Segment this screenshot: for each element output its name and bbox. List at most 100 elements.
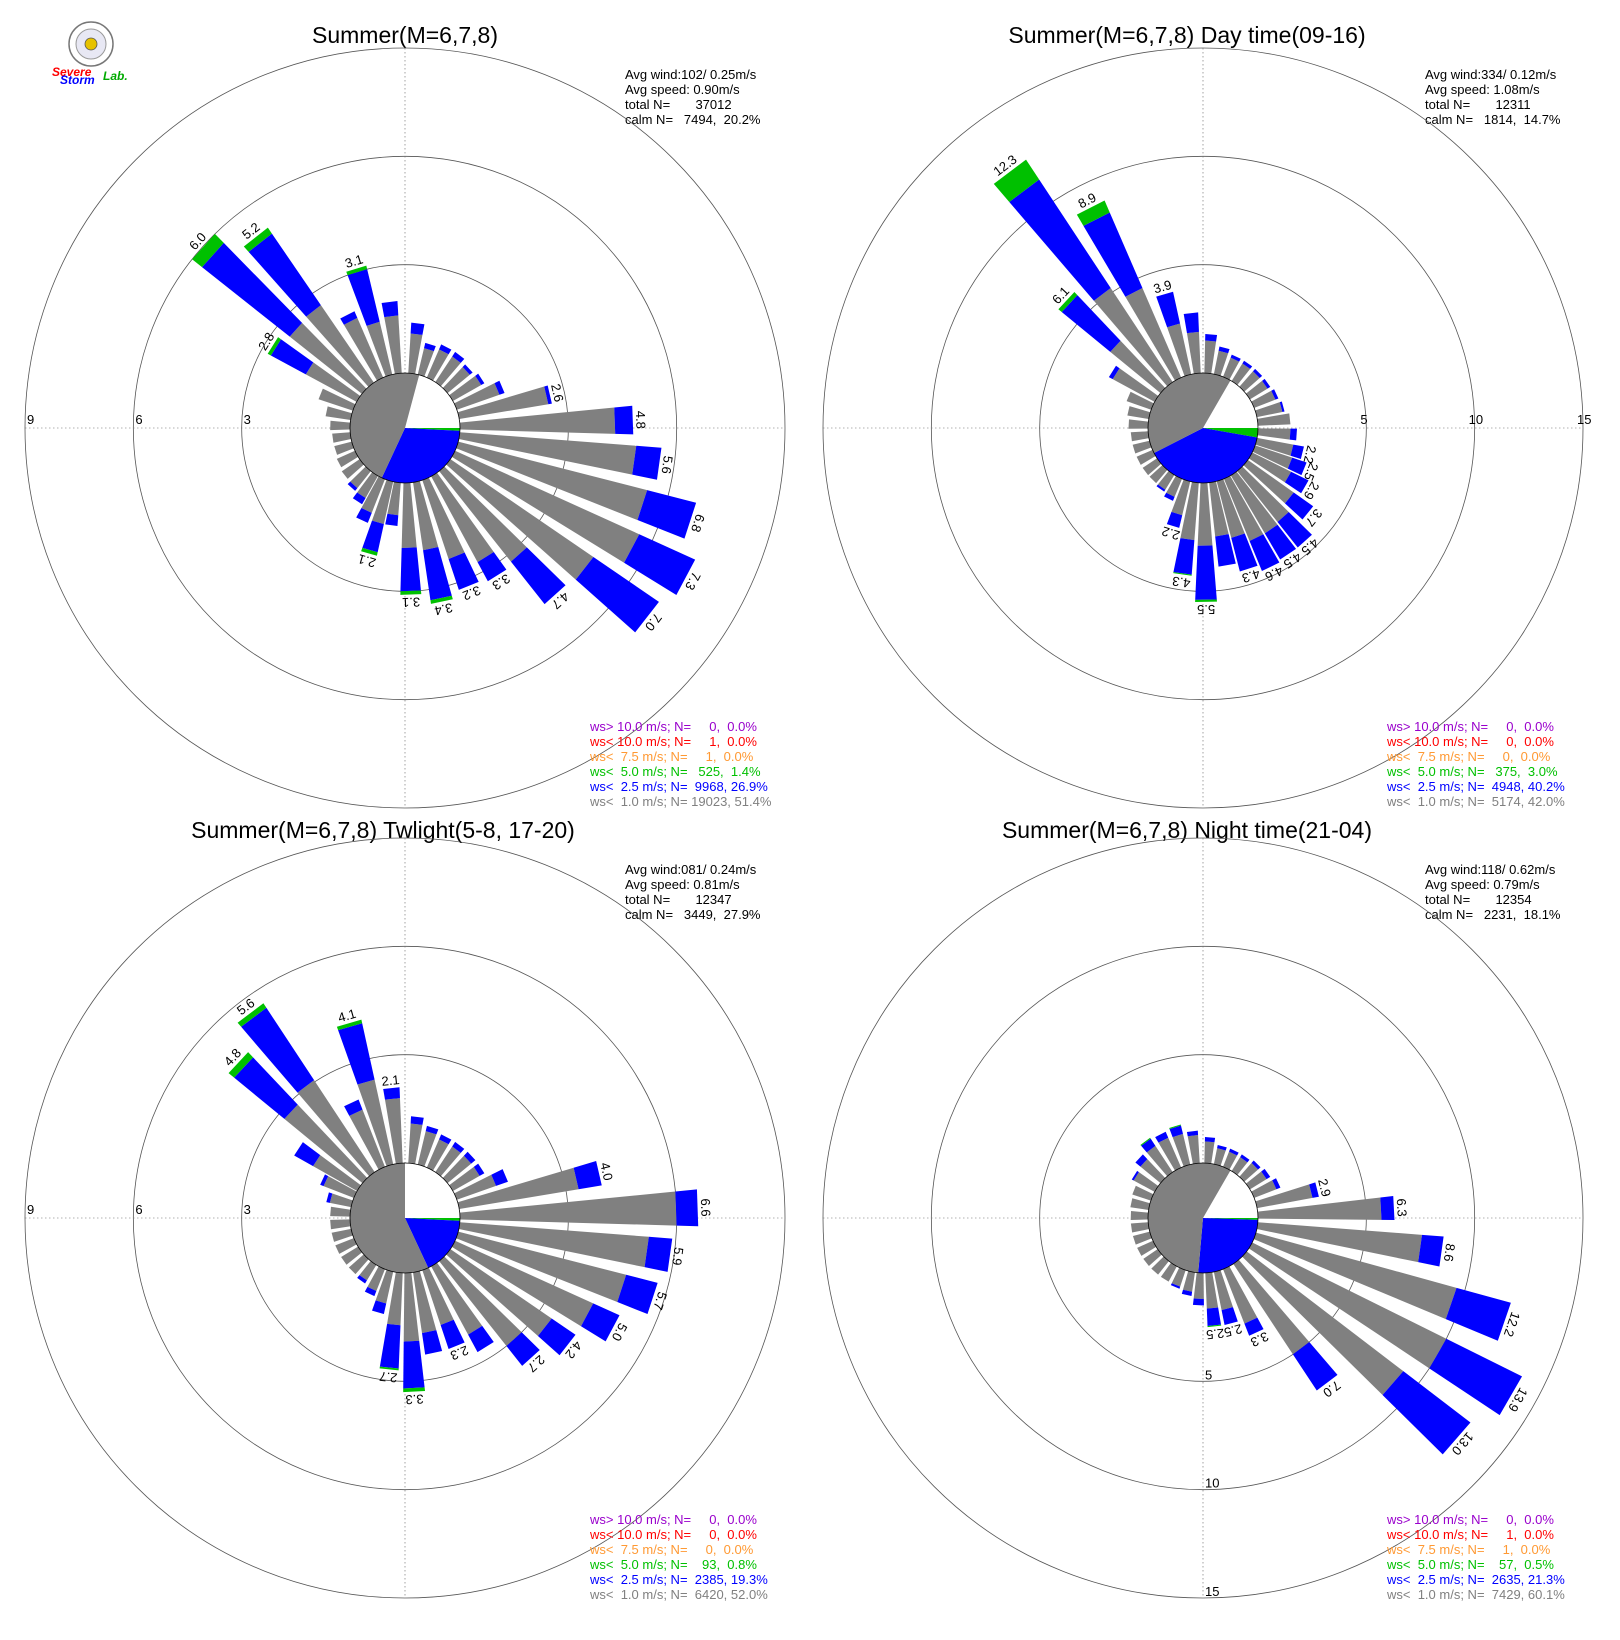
panel-1-calm-sector [1203, 428, 1258, 438]
panel-2-petal-blue-segment [344, 1099, 363, 1116]
panel-3-petal-blue-segment [1217, 1144, 1227, 1151]
panel-2-petal-calm-segment [449, 1166, 480, 1192]
panel-1-petal-calm-segment [1197, 482, 1213, 546]
panel-3-avg-wind: Avg wind:118/ 0.62m/s [1425, 862, 1556, 877]
panel-2-petal-blue-segment [234, 1057, 298, 1119]
panel-0-title: Summer(M=6,7,8) [312, 22, 498, 48]
panel-2-petal-calm-segment [349, 1109, 385, 1170]
panel-0-petal-calm-segment [289, 322, 367, 394]
panel-0-petal-calm-segment [413, 480, 439, 551]
panel-3-petal-green-segment [1169, 1124, 1181, 1129]
panel-1-petal-calm-segment [1213, 350, 1229, 376]
panel-0-petal-calm-segment [446, 459, 594, 580]
panel-1-petal-calm-segment [1166, 475, 1183, 497]
panel-1-petal-green-segment [1058, 292, 1078, 312]
panel-1-avg-wind: Avg wind:334/ 0.12m/s [1425, 67, 1557, 82]
panel-2-petal-calm-segment [330, 1206, 351, 1217]
panel-0-petal-blue-segment [424, 342, 436, 352]
panel-3-petal-value-label: 6.3 [1394, 1198, 1410, 1217]
logo-text-storm: Storm [60, 73, 95, 87]
panel-1-petal-calm-segment [1251, 390, 1276, 408]
panel-3-petal-calm-segment [1223, 1266, 1258, 1324]
panel-2-petal-green-segment [228, 1052, 254, 1078]
panel-1-petal-calm-segment [1257, 428, 1291, 440]
panel-2-petal-blue-segment [425, 1125, 439, 1135]
panel-2-petal-blue-segment [364, 1286, 377, 1297]
panel-1-petal-calm-segment [1093, 288, 1173, 387]
panel-3-tick-label: 5 [1205, 1367, 1212, 1382]
panel-1-petal-blue-segment [1284, 471, 1309, 494]
panel-1-petal-blue-segment [1284, 492, 1314, 520]
panel-0-petal-blue-segment [575, 557, 659, 633]
panel-2-petal-calm-segment [422, 1267, 454, 1326]
panel-3-petal-calm-segment [1187, 1134, 1200, 1164]
panel-2-petal-value-label: 4.1 [336, 1006, 358, 1025]
panel-1-petal-blue-segment [1195, 545, 1217, 600]
panel-0-petal-calm-segment [366, 321, 393, 377]
panel-1-petal-value-label: 3.9 [1152, 277, 1174, 296]
panel-2-petal-blue-segment [473, 1163, 485, 1176]
panel-1-petal-calm-segment [1127, 406, 1151, 420]
panel-0-petal-calm-segment [417, 348, 434, 377]
panel-1-tick-label: 5 [1360, 412, 1367, 427]
panel-2-petal-blue-segment [357, 1275, 367, 1284]
panel-2-petal-blue-segment [403, 1340, 425, 1389]
panel-3-petal-blue-segment [1292, 1342, 1338, 1391]
panel-3-petal-value-label: 2.5 [1205, 1326, 1225, 1343]
panel-1-legend-entry: ws< 10.0 m/s; N= 0, 0.0% [1386, 734, 1554, 749]
panel-1-petal-calm-segment [1171, 479, 1191, 516]
panel-2-petal-blue-segment [320, 1174, 329, 1187]
panel-0-calm-sector [381, 428, 460, 483]
panel-1-petal-calm-segment [1243, 459, 1294, 504]
panel-0-petal-calm-segment [435, 356, 461, 387]
panel-0-petal-blue-segment [475, 373, 485, 386]
panel-0-petal-value-label: 2.6 [548, 382, 567, 403]
panel-0-petal-blue-segment [381, 301, 399, 318]
panel-3-petal-calm-segment [1182, 1270, 1195, 1292]
panel-0-petal-value-label: 3.2 [461, 583, 483, 604]
panel-2-petal-blue-segment [241, 1007, 315, 1093]
panel-1-petal-calm-segment [1125, 288, 1182, 381]
panel-0-petal-green-segment [361, 547, 378, 556]
panel-2-petal-calm-segment [426, 1139, 449, 1171]
panel-2-petal-blue-segment [573, 1161, 602, 1190]
panel-3-petal-calm-segment [1213, 1148, 1226, 1166]
panel-3-petal-calm-segment [1223, 1151, 1238, 1170]
panel-3-petal-calm-segment [1137, 1240, 1157, 1256]
panel-1-petal-blue-segment [1264, 524, 1297, 560]
panel-0-petal-calm-segment [357, 472, 379, 498]
panel-2-legend-entry: ws< 1.0 m/s; N= 6420, 52.0% [589, 1587, 768, 1602]
panel-1-rose: 2.22.52.93.74.54.54.64.35.54.32.26.112.3… [822, 47, 1584, 809]
panel-3-petal-calm-segment [1146, 1145, 1173, 1177]
panel-0-petal-blue-segment [352, 492, 366, 505]
panel-2-petal-blue-segment [326, 1192, 333, 1203]
panel-0-calm-disk-outline [349, 372, 461, 484]
panel-0-petal-green-segment [243, 227, 272, 252]
panel-1-petal-calm-segment [1112, 368, 1159, 402]
panel-3-petal-calm-segment [1245, 1171, 1267, 1190]
panel-0-petal-calm-segment [442, 367, 470, 394]
panel-2-petal-blue-segment [383, 1087, 400, 1100]
panel-1-petal-blue-segment [1249, 534, 1280, 571]
panel-1-legend-entry: ws> 10.0 m/s; N= 0, 0.0% [1386, 719, 1554, 734]
panel-1-petal-calm-segment [1231, 363, 1251, 386]
panel-3-petal-calm-segment [1171, 1267, 1186, 1287]
panel-1-calm-n: calm N= 1814, 14.7% [1425, 112, 1561, 127]
panel-2-petal-blue-segment [468, 1325, 494, 1353]
panel-2-petal-value-label: 2.7 [379, 1369, 399, 1386]
panel-0-petal-calm-segment [449, 375, 482, 402]
panel-3-petal-value-label: 2.9 [1315, 1177, 1334, 1198]
panel-0-petal-green-segment [267, 337, 282, 356]
panel-1-petal-calm-segment [1252, 445, 1293, 469]
panel-0-avg-wind: Avg wind:102/ 0.25m/s [625, 67, 757, 82]
panel-0-petal-calm-segment [330, 420, 351, 431]
panel-3-rose: 2.96.38.612.213.913.07.03.32.52.5 [822, 837, 1584, 1599]
panel-3-petal-blue-segment [1221, 1307, 1238, 1326]
panel-2-petal-blue-segment [644, 1236, 673, 1272]
panel-3-petal-calm-segment [1193, 1272, 1204, 1299]
panel-2-petal-blue-segment [491, 1169, 508, 1186]
windrose-panel-2: Summer(M=6,7,8) Twlight(5-8, 17-20) Avg … [24, 817, 786, 1602]
panel-0-petal-calm-segment [457, 386, 549, 420]
panel-3-calm-disk-outline [1147, 1162, 1259, 1274]
panel-3-petal-calm-segment [1132, 1185, 1154, 1201]
